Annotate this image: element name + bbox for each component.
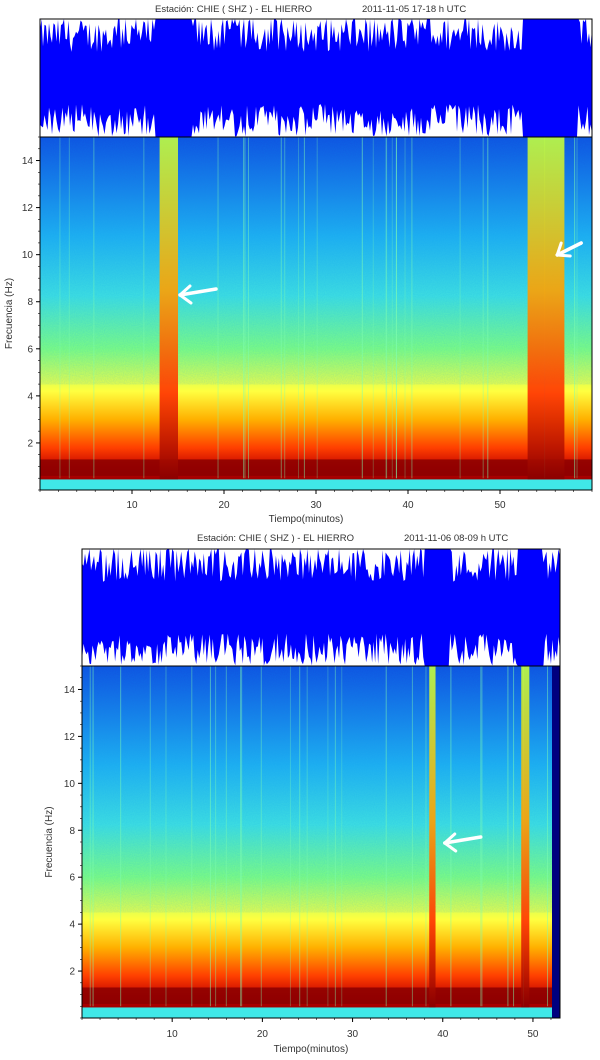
spectrogram-panel-1: Estación: CHIE ( SHZ ) - EL HIERRO 2011-1… bbox=[4, 4, 593, 525]
arrow-annotation-1 bbox=[178, 284, 218, 305]
no-data-block bbox=[552, 666, 560, 1018]
x-tick-label: 10 bbox=[167, 1029, 179, 1040]
x-tick-label: 20 bbox=[257, 1029, 269, 1040]
x-tick-label: 40 bbox=[402, 500, 414, 511]
tremor-band-1 bbox=[429, 666, 436, 1008]
y-tick-label: 10 bbox=[22, 250, 34, 261]
low-frequency-strip bbox=[82, 1007, 560, 1018]
low-frequency-strip bbox=[40, 479, 592, 490]
spectrogram-noise bbox=[40, 137, 592, 385]
y-tick-label: 14 bbox=[22, 156, 34, 167]
y-tick-label: 14 bbox=[64, 685, 76, 696]
y-tick-label: 6 bbox=[27, 344, 33, 355]
arrow-annotation-1 bbox=[443, 832, 483, 853]
station-label: Estación: CHIE ( SHZ ) - EL HIERRO bbox=[197, 533, 354, 544]
y-tick-label: 4 bbox=[69, 920, 75, 931]
y-tick-label: 2 bbox=[69, 967, 75, 978]
waveform-trace bbox=[82, 549, 560, 666]
y-tick-label: 12 bbox=[22, 203, 34, 214]
tremor-band-2 bbox=[527, 137, 565, 480]
y-tick-label: 8 bbox=[27, 297, 33, 308]
x-tick-label: 30 bbox=[310, 500, 322, 511]
datetime-label: 2011-11-06 08-09 h UTC bbox=[404, 533, 508, 544]
y-tick-label: 2 bbox=[27, 438, 33, 449]
x-tick-label: 40 bbox=[437, 1029, 449, 1040]
x-axis-label: Tiempo(minutos) bbox=[269, 514, 344, 525]
arrow-annotation-2 bbox=[555, 241, 583, 258]
spectrogram-noise bbox=[82, 666, 560, 913]
y-axis-label: Frecuencia (Hz) bbox=[4, 278, 15, 349]
y-tick-label: 4 bbox=[27, 391, 33, 402]
datetime-label: 2011-11-05 17-18 h UTC bbox=[362, 4, 466, 15]
x-tick-label: 50 bbox=[494, 500, 506, 511]
x-tick-label: 20 bbox=[218, 500, 230, 511]
y-tick-label: 12 bbox=[64, 732, 76, 743]
station-label: Estación: CHIE ( SHZ ) - EL HIERRO bbox=[155, 4, 312, 15]
y-tick-label: 8 bbox=[69, 826, 75, 837]
x-axis-label: Tiempo(minutos) bbox=[274, 1044, 349, 1055]
tremor-band-2 bbox=[521, 666, 530, 1008]
x-tick-label: 10 bbox=[126, 500, 138, 511]
y-tick-label: 6 bbox=[69, 873, 75, 884]
tremor-band-1 bbox=[159, 137, 178, 480]
y-tick-label: 10 bbox=[64, 779, 76, 790]
y-axis-label: Frecuencia (Hz) bbox=[44, 806, 55, 877]
dominant-band bbox=[40, 459, 592, 476]
waveform-trace bbox=[40, 19, 592, 137]
dominant-band bbox=[82, 987, 560, 1004]
x-tick-label: 30 bbox=[347, 1029, 359, 1040]
spectrogram-panel-2: Estación: CHIE ( SHZ ) - EL HIERRO 2011-1… bbox=[44, 533, 561, 1055]
x-tick-label: 50 bbox=[527, 1029, 539, 1040]
